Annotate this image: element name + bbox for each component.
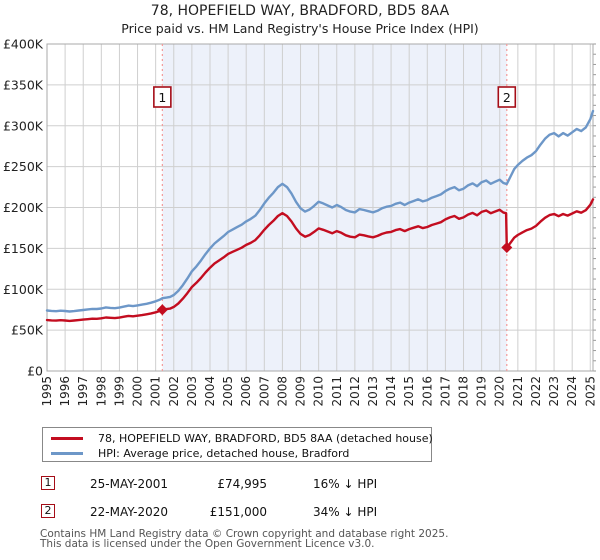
svg-text:2022: 2022 — [529, 376, 543, 407]
svg-text:£50K: £50K — [11, 323, 44, 338]
transaction-1-date: 25-MAY-2001 — [90, 477, 169, 491]
svg-text:1998: 1998 — [94, 376, 108, 407]
blue-line-swatch — [51, 452, 83, 455]
page-subtitle: Price paid vs. HM Land Registry's House … — [121, 21, 479, 36]
svg-text:2015: 2015 — [402, 376, 416, 407]
svg-text:2003: 2003 — [185, 376, 199, 407]
svg-text:£350K: £350K — [3, 77, 44, 92]
svg-text:2025: 2025 — [583, 376, 597, 407]
svg-text:£250K: £250K — [3, 159, 44, 174]
svg-text:2001: 2001 — [149, 376, 163, 407]
svg-text:2021: 2021 — [511, 376, 525, 407]
svg-text:1999: 1999 — [112, 376, 126, 407]
svg-text:2017: 2017 — [438, 376, 452, 407]
svg-text:£0: £0 — [27, 364, 43, 379]
svg-text:2020: 2020 — [493, 376, 507, 407]
legend-property-label: 78, HOPEFIELD WAY, BRADFORD, BD5 8AA (de… — [98, 432, 433, 445]
svg-text:2011: 2011 — [330, 376, 344, 407]
transaction-1-hpi-diff: 16% ↓ HPI — [313, 477, 378, 491]
footer-line-2: This data is licensed under the Open Gov… — [40, 538, 375, 550]
transaction-2-marker: 2 — [41, 504, 55, 518]
red-line-swatch — [51, 437, 83, 440]
svg-text:1: 1 — [158, 90, 166, 105]
legend-hpi-label: HPI: Average price, detached house, Brad… — [98, 447, 350, 460]
svg-text:2012: 2012 — [348, 376, 362, 407]
footer-line-1: Contains HM Land Registry data © Crown c… — [40, 528, 449, 540]
svg-text:1995: 1995 — [40, 376, 54, 407]
legend-box: 78, HOPEFIELD WAY, BRADFORD, BD5 8AA (de… — [42, 427, 433, 462]
license-footer: Contains HM Land Registry data © Crown c… — [40, 528, 449, 550]
transaction-2-price: £151,000 — [209, 505, 267, 519]
svg-text:£200K: £200K — [3, 200, 44, 215]
transaction-1-price: £74,995 — [217, 477, 267, 491]
svg-text:2014: 2014 — [384, 376, 398, 407]
svg-text:£400K: £400K — [3, 37, 44, 52]
svg-text:2007: 2007 — [257, 376, 271, 407]
svg-text:2023: 2023 — [547, 376, 561, 407]
price-history-chart: 1995 1996 1997 1998 1999 2000 2001 2002 2003 2004… — [3, 37, 597, 407]
svg-text:2016: 2016 — [420, 376, 434, 407]
svg-text:1996: 1996 — [58, 376, 72, 407]
svg-text:£300K: £300K — [3, 118, 44, 133]
svg-text:2006: 2006 — [239, 376, 253, 407]
legend-item-hpi: HPI: Average price, detached house, Brad… — [51, 446, 431, 461]
svg-text:2005: 2005 — [221, 376, 235, 407]
svg-text:2: 2 — [503, 90, 511, 105]
svg-text:2013: 2013 — [366, 376, 380, 407]
page-title: 78, HOPEFIELD WAY, BRADFORD, BD5 8AA — [150, 3, 450, 19]
svg-text:£150K: £150K — [3, 241, 44, 256]
svg-text:2002: 2002 — [167, 376, 181, 407]
svg-text:1997: 1997 — [76, 376, 90, 407]
transaction-1-marker: 1 — [41, 476, 55, 490]
svg-text:2000: 2000 — [131, 376, 145, 407]
transaction-2-date: 22-MAY-2020 — [90, 505, 169, 519]
svg-text:2004: 2004 — [203, 376, 217, 407]
svg-text:2010: 2010 — [312, 376, 326, 407]
svg-text:2018: 2018 — [457, 376, 471, 407]
legend-item-property: 78, HOPEFIELD WAY, BRADFORD, BD5 8AA (de… — [51, 431, 433, 446]
svg-text:2009: 2009 — [294, 376, 308, 407]
transaction-2-hpi-diff: 34% ↓ HPI — [313, 505, 378, 519]
svg-text:2019: 2019 — [475, 376, 489, 407]
svg-text:£100K: £100K — [3, 282, 44, 297]
svg-text:2024: 2024 — [565, 376, 579, 407]
svg-text:2008: 2008 — [275, 376, 289, 407]
